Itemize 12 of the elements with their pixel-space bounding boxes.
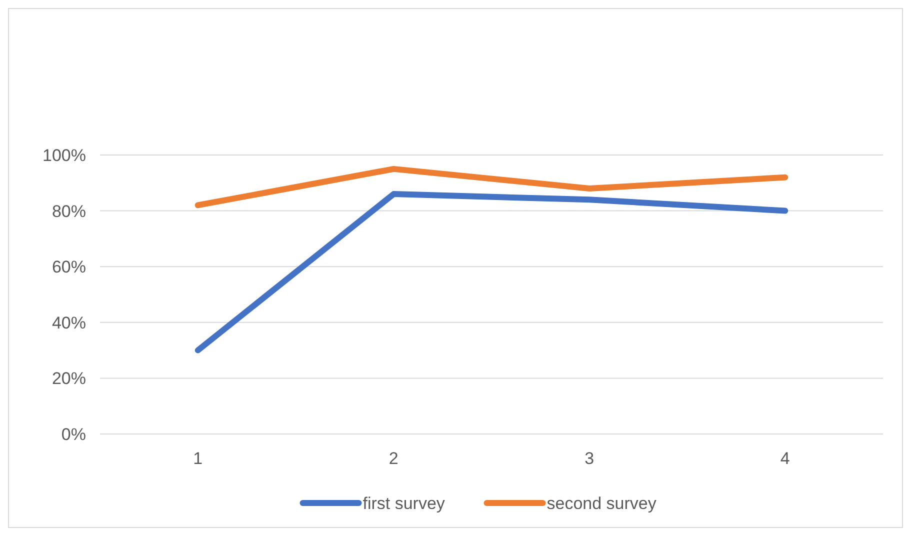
legend-label: first survey xyxy=(362,494,446,513)
x-tick-label: 3 xyxy=(584,449,594,468)
x-tick-label: 1 xyxy=(193,449,203,468)
y-tick-label: 40% xyxy=(52,313,86,332)
legend-label: second survey xyxy=(546,494,657,513)
y-tick-label: 100% xyxy=(42,146,86,165)
y-tick-label: 80% xyxy=(52,202,86,221)
y-tick-label: 60% xyxy=(52,258,86,277)
y-tick-label: 0% xyxy=(61,424,86,444)
x-tick-label: 4 xyxy=(780,449,790,468)
y-tick-label: 20% xyxy=(52,369,86,388)
x-tick-label: 2 xyxy=(388,449,398,468)
